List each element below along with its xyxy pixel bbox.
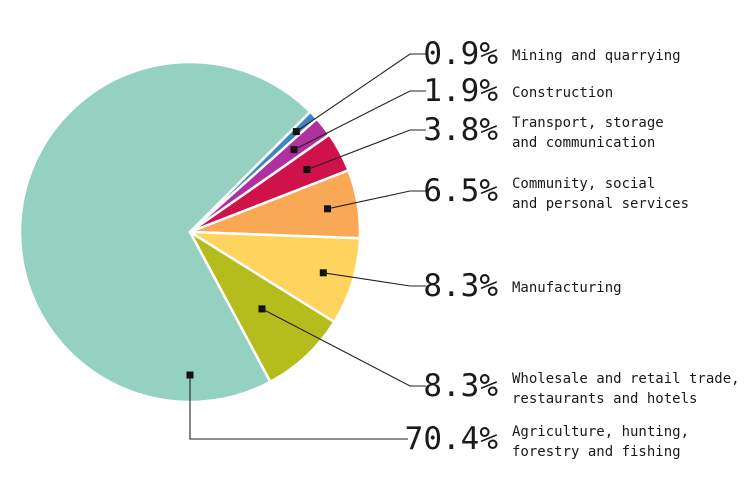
slice-label-community-social-and-personal-services-line-2: and personal services (512, 196, 689, 212)
slice-label-mining-and-quarrying: Mining and quarrying (512, 48, 681, 64)
slice-label-agriculture-hunting-forestry-and-fishing-line-1: Agriculture, hunting, (512, 424, 689, 440)
slice-labels: 0.9% Mining and quarrying 1.9% Construction… (405, 36, 740, 460)
slice-label-agriculture-hunting-forestry-and-fishing-line-2: forestry and fishing (512, 444, 681, 460)
slice-label-construction: Construction (512, 85, 613, 101)
leader-line-mining-and-quarrying (295, 53, 426, 133)
slice-label-wholesale-and-retail-trade-restaurants-and-hotels-line-2: restaurants and hotels (512, 391, 697, 407)
leader-line-construction (293, 90, 426, 151)
slice-percent-agriculture-hunting-forestry-and-fishing: 70.4% (405, 421, 499, 457)
leader-line-community-social-and-personal-services (327, 190, 426, 210)
slice-label-wholesale-and-retail-trade-restaurants-and-hotels-line-1: Wholesale and retail trade, (512, 371, 740, 387)
pie-slice-manufacturing (185, 230, 362, 324)
leader-line-manufacturing (323, 272, 426, 287)
pie-slices (18, 60, 362, 404)
leader-lines (186, 53, 426, 440)
slice-label-community-social-and-personal-services-line-1: Community, social (512, 176, 655, 192)
slice-percent-transport-storage-and-communication: 3.8% (423, 112, 498, 148)
slice-label-manufacturing: Manufacturing (512, 280, 622, 296)
slice-percent-community-social-and-personal-services: 6.5% (423, 173, 498, 209)
slice-percent-construction: 1.9% (423, 73, 498, 109)
slice-percent-wholesale-and-retail-trade-restaurants-and-hotels: 8.3% (423, 368, 498, 404)
slice-label-transport-storage-and-communication-line-1: Transport, storage (512, 115, 664, 131)
leader-line-transport-storage-and-communication (306, 129, 426, 171)
leader-line-agriculture-hunting-forestry-and-fishing (189, 375, 408, 440)
slice-label-transport-storage-and-communication-line-2: and communication (512, 135, 655, 151)
slice-percent-manufacturing: 8.3% (423, 268, 498, 304)
pie-slice-agriculture-hunting-forestry-and-fishing (18, 60, 312, 404)
slice-percent-mining-and-quarrying: 0.9% (423, 36, 498, 72)
leader-line-wholesale-and-retail-trade-restaurants-and-hotels (261, 308, 426, 387)
